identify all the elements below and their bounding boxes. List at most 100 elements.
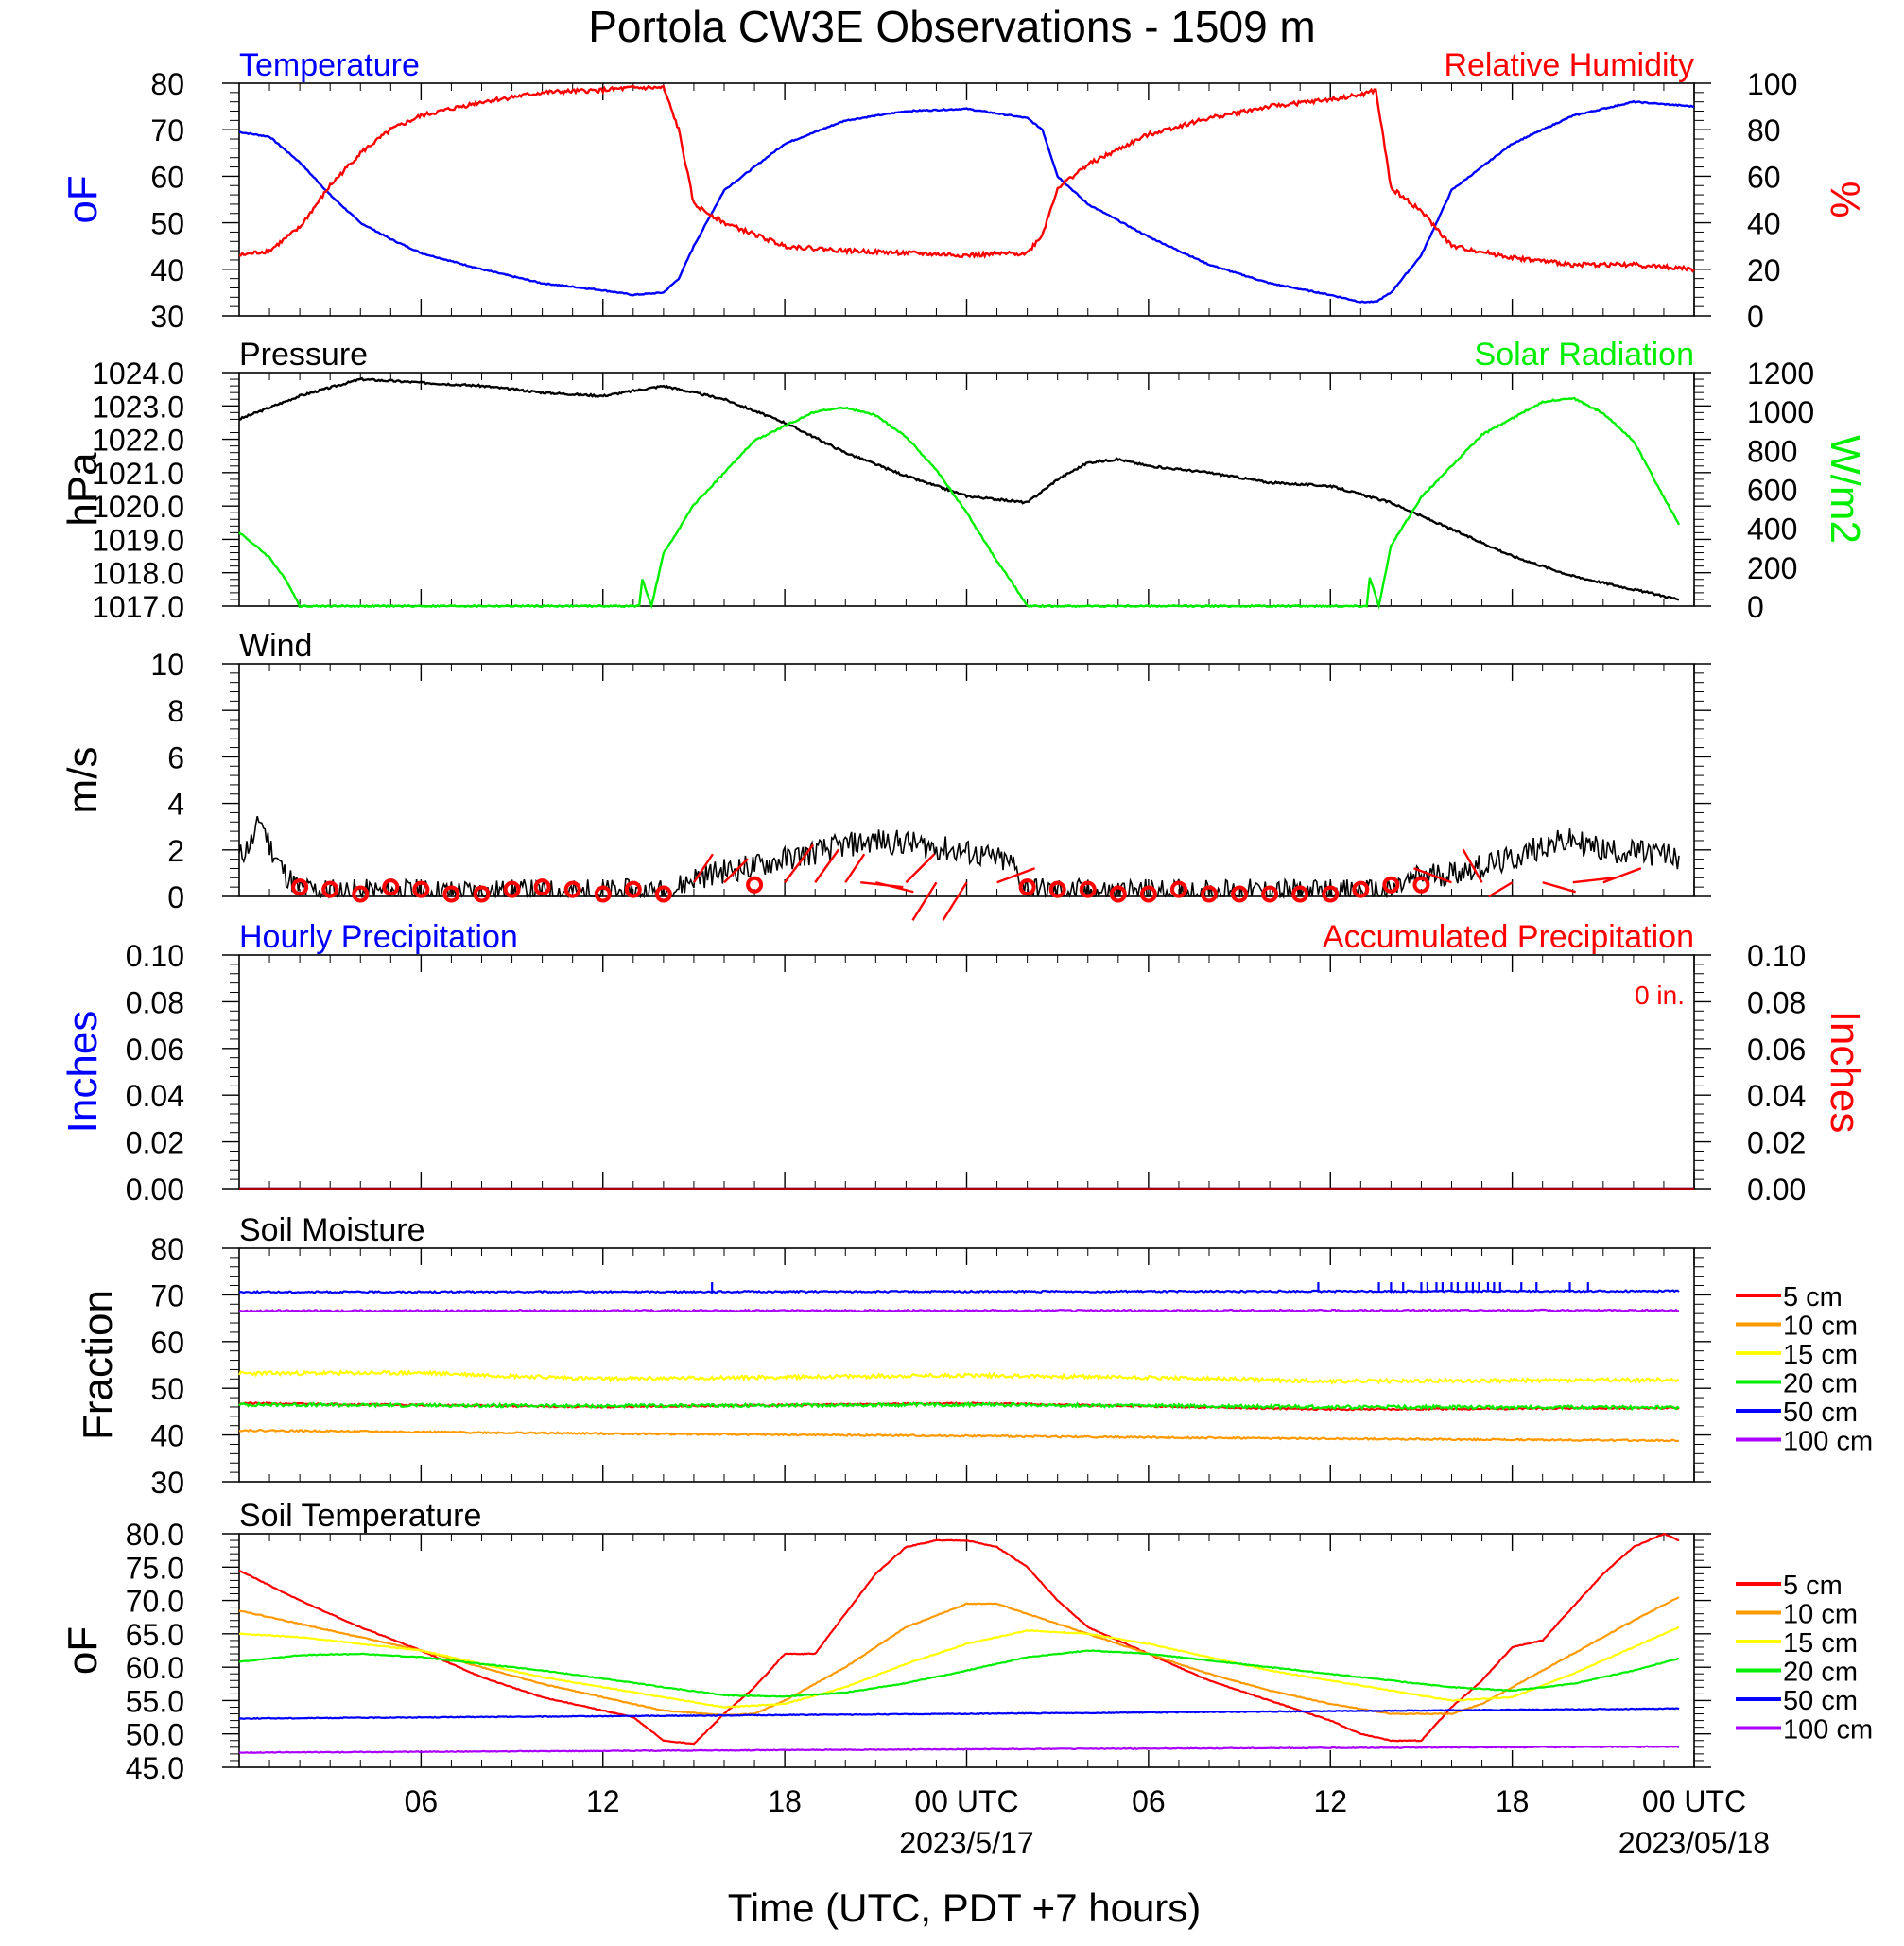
y-tick-label: 40 <box>150 1419 184 1453</box>
y-tick-label: 60 <box>150 1326 184 1360</box>
y-right-tick-label: 600 <box>1747 474 1797 508</box>
y-tick-label: 1024.0 <box>92 356 184 391</box>
y-right-tick-label: 1000 <box>1747 395 1814 429</box>
panel-soil-moisture: 30 40 50 60 70 80 Soil Moisture Fraction 5 cm10 … <box>75 1212 1873 1500</box>
wind-calm-marker <box>1018 878 1036 896</box>
y-tick-label: 80 <box>150 67 184 101</box>
y-right-tick-label: 0.10 <box>1747 939 1806 973</box>
wind-barb <box>1602 867 1642 884</box>
y-right-tick-label: 200 <box>1747 551 1797 585</box>
y-tick-label: 45.0 <box>126 1751 184 1785</box>
series-10-cm <box>239 1428 1680 1443</box>
y-right-tick-label: 0.02 <box>1747 1126 1806 1160</box>
y-tick-label: 80.0 <box>126 1518 184 1552</box>
plot-frame <box>238 1533 1695 1768</box>
y-tick-label: 0.02 <box>126 1126 184 1160</box>
wind-calm-marker <box>746 876 764 894</box>
y-right-tick-label: 20 <box>1747 253 1781 287</box>
y-tick-label: 0.10 <box>126 939 184 973</box>
plot-frame <box>238 1247 1695 1483</box>
legend-label: 10 cm <box>1783 1312 1858 1342</box>
y-tick-label: 70.0 <box>126 1585 184 1619</box>
x-tick-label: 06 <box>1132 1784 1166 1818</box>
y-tick-label: 1021.0 <box>92 457 184 491</box>
wind-calm-marker <box>1201 885 1218 903</box>
y-right-tick-label: 0.06 <box>1747 1033 1806 1067</box>
panel-title-left: Hourly Precipitation <box>239 919 518 955</box>
panel-title-left: Wind <box>239 628 312 664</box>
y-axis-label-left: Fraction <box>75 1290 121 1440</box>
series-20-cm <box>238 1649 1680 1698</box>
wind-calm-marker <box>1079 880 1097 898</box>
legend-label: 100 cm <box>1783 1427 1873 1457</box>
x-tick-label: 06 <box>405 1784 439 1818</box>
wind-barb <box>844 853 866 883</box>
y-right-tick-label: 400 <box>1747 513 1797 547</box>
wind-calm-marker <box>1261 885 1279 903</box>
legend-label: 10 cm <box>1783 1600 1858 1630</box>
legend-label: 15 cm <box>1783 1628 1858 1659</box>
wind-calm-marker <box>1139 885 1157 903</box>
wind-barb <box>942 881 968 921</box>
y-axis-label-left: oF <box>60 1626 106 1675</box>
y-right-tick-label: 40 <box>1747 207 1781 241</box>
panel-title-left: Soil Moisture <box>239 1212 425 1248</box>
panel-title-right: Relative Humidity <box>1444 47 1694 83</box>
panel-title-left: Pressure <box>239 337 368 373</box>
panel-title-right: Accumulated Precipitation <box>1323 919 1694 955</box>
y-tick-label: 0.00 <box>126 1173 184 1207</box>
panel-wind: 0 2 4 6 8 10 Wind m/s <box>60 628 1711 921</box>
y-axis-label-right: Inches <box>1822 1011 1868 1134</box>
plot-frame <box>238 954 1695 1190</box>
wind-calm-marker <box>563 880 581 898</box>
x-date-label: 2023/05/18 <box>1618 1826 1770 1860</box>
legend-label: 20 cm <box>1783 1658 1858 1688</box>
wind-barb <box>1542 881 1577 894</box>
y-right-tick-label: 1200 <box>1747 356 1814 391</box>
y-right-tick-label: 0.08 <box>1747 985 1806 1019</box>
series-temperature <box>238 99 1695 304</box>
wind-calm-marker <box>442 885 460 903</box>
chart-title: Portola CW3E Observations - 1509 m <box>588 2 1316 51</box>
wind-calm-marker <box>594 885 612 903</box>
wind-barb <box>1462 848 1483 883</box>
series-wind-speed <box>238 816 1680 900</box>
y-axis-label-right: % <box>1822 181 1868 217</box>
y-tick-label: 4 <box>167 788 184 822</box>
y-right-tick-label: 0 <box>1747 590 1764 624</box>
legend-label: 5 cm <box>1783 1571 1843 1601</box>
y-tick-label: 65.0 <box>126 1618 184 1652</box>
wind-barb <box>814 848 840 883</box>
wind-barb <box>905 853 936 884</box>
wind-barb <box>1413 867 1452 884</box>
wind-calm-marker <box>1048 880 1066 898</box>
wind-calm-marker <box>654 885 672 903</box>
wind-barb <box>911 881 938 921</box>
panel-soil-temperature: 45.050.055.060.065.070.075.080.0 Soil Tem… <box>60 1498 1873 1860</box>
y-axis-label-left: hPa <box>60 452 106 527</box>
y-right-tick-label: 0 <box>1747 300 1764 334</box>
wind-calm-marker <box>412 880 430 898</box>
series-relative-humidity <box>238 84 1695 273</box>
y-tick-label: 50.0 <box>126 1718 184 1752</box>
y-tick-label: 1023.0 <box>92 390 184 424</box>
y-tick-label: 1018.0 <box>92 557 184 591</box>
wind-calm-marker <box>473 885 491 903</box>
y-tick-label: 60.0 <box>126 1651 184 1685</box>
wind-calm-marker <box>1352 880 1370 898</box>
wind-calm-marker <box>1291 885 1309 903</box>
y-tick-label: 10 <box>150 648 184 682</box>
y-tick-label: 1020.0 <box>92 490 184 524</box>
x-tick-label: 00 UTC <box>914 1784 1018 1818</box>
y-right-tick-label: 80 <box>1747 113 1781 148</box>
series-15-cm <box>238 1369 1680 1385</box>
y-tick-label: 0 <box>167 880 184 914</box>
y-tick-label: 30 <box>150 1466 184 1500</box>
y-tick-label: 60 <box>150 160 184 194</box>
wind-calm-marker <box>352 885 370 903</box>
wind-calm-marker <box>1109 885 1127 903</box>
y-axis-label-left: oF <box>60 175 106 223</box>
x-tick-label: 00 UTC <box>1642 1784 1746 1818</box>
x-tick-label: 12 <box>1313 1784 1347 1818</box>
